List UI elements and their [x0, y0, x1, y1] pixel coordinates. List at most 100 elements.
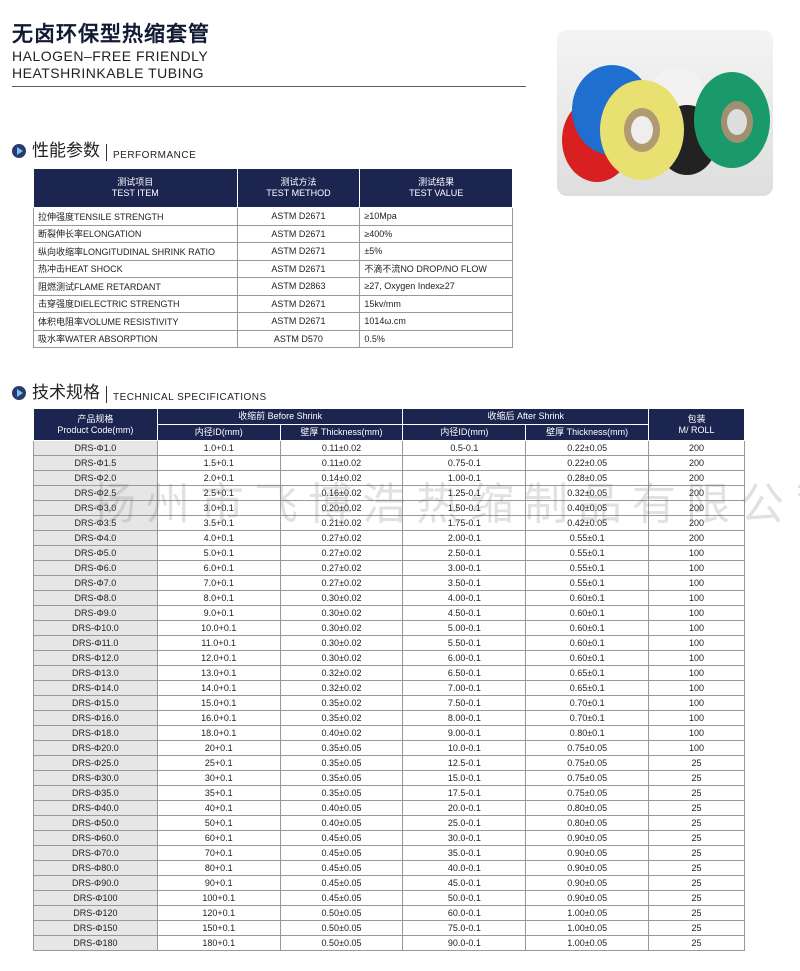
header-test-value: 测试结果 TEST VALUE — [359, 168, 513, 208]
table-cell: 10.0-0.1 — [402, 740, 527, 756]
table-cell: DRS-Φ13.0 — [33, 665, 158, 681]
table-cell: 0.70±0.1 — [525, 710, 650, 726]
header-before-shrink: 收缩前 Before Shrink — [156, 408, 404, 425]
table-cell: 0.80±0.1 — [525, 725, 650, 741]
table-cell: 18.0+0.1 — [156, 725, 281, 741]
header-packing: 包装 M/ ROLL — [648, 408, 745, 441]
table-cell: 0.55±0.1 — [525, 560, 650, 576]
table-cell: 25.0-0.1 — [402, 815, 527, 831]
table-cell: 0.45±0.05 — [279, 890, 404, 906]
table-cell: 0.55±0.1 — [525, 545, 650, 561]
table-cell: 1.00-0.1 — [402, 470, 527, 486]
title-cn: 无卤环保型热缩套管 — [12, 23, 210, 46]
table-cell: 0.5% — [359, 329, 513, 348]
table-cell: 0.45±0.05 — [279, 875, 404, 891]
table-row: DRS-Φ8.0 8.0+0.1 0.30±0.02 4.00-0.1 0.60±0.1… — [33, 590, 745, 606]
table-cell: 50.0-0.1 — [402, 890, 527, 906]
table-cell: DRS-Φ14.0 — [33, 680, 158, 696]
table-row: DRS-Φ90.0 90+0.1 0.45±0.05 45.0-0.1 0.90±0.0… — [33, 875, 745, 891]
table-cell: DRS-Φ6.0 — [33, 560, 158, 576]
specs-table: 产品规格 Product Code(mm) 收缩前 Before Shrink 收… — [33, 408, 745, 951]
table-row: DRS-Φ5.0 5.0+0.1 0.27±0.02 2.50-0.1 0.55±0.1… — [33, 545, 745, 561]
table-cell: 阻燃测试FLAME RETARDANT — [33, 277, 238, 296]
table-cell: 0.21±0.02 — [279, 515, 404, 531]
table-cell: 6.0+0.1 — [156, 560, 281, 576]
table-row: DRS-Φ40.0 40+0.1 0.40±0.05 20.0-0.1 0.80±0.0… — [33, 800, 745, 816]
table-row: DRS-Φ6.0 6.0+0.1 0.27±0.02 3.00-0.1 0.55±0.1… — [33, 560, 745, 576]
table-cell: ≥400% — [359, 224, 513, 243]
table-cell: 200 — [648, 470, 745, 486]
table-cell: 0.45±0.05 — [279, 845, 404, 861]
table-cell: 120+0.1 — [156, 905, 281, 921]
table-row: 断裂伸长率ELONGATION ASTM D2671 ≥400% — [33, 224, 513, 243]
table-cell: 100 — [648, 650, 745, 666]
table-cell: DRS-Φ100 — [33, 890, 158, 906]
header-product-code: 产品规格 Product Code(mm) — [33, 408, 158, 441]
table-cell: 25 — [648, 815, 745, 831]
table-row: DRS-Φ100 100+0.1 0.45±0.05 50.0-0.1 0.90±0.0… — [33, 890, 745, 906]
table-cell: 25 — [648, 770, 745, 786]
table-row: DRS-Φ2.0 2.0+0.1 0.14±0.02 1.00-0.1 0.28±0.0… — [33, 470, 745, 486]
table-cell: 100 — [648, 620, 745, 636]
table-cell: ASTM D570 — [236, 329, 361, 348]
table-cell: 200 — [648, 500, 745, 516]
performance-table: 测试项目 TEST ITEM 测试方法 TEST METHOD 测试结果 TEST V… — [33, 168, 513, 348]
table-cell: ASTM D2671 — [236, 224, 361, 243]
table-cell: 0.35±0.05 — [279, 785, 404, 801]
table-cell: 0.32±0.05 — [525, 485, 650, 501]
table-cell: 2.5+0.1 — [156, 485, 281, 501]
table-cell: 1.50-0.1 — [402, 500, 527, 516]
table-cell: ASTM D2671 — [236, 259, 361, 278]
table-cell: 100 — [648, 695, 745, 711]
table-cell: 0.60±0.1 — [525, 590, 650, 606]
table-cell: 0.40±0.02 — [279, 725, 404, 741]
arrow-circle-icon — [12, 386, 26, 400]
table-cell: 25 — [648, 920, 745, 936]
table-cell: DRS-Φ70.0 — [33, 845, 158, 861]
table-cell: DRS-Φ40.0 — [33, 800, 158, 816]
table-cell: 200 — [648, 485, 745, 501]
table-cell: 0.35±0.02 — [279, 695, 404, 711]
table-cell: ASTM D2671 — [236, 312, 361, 331]
table-cell: 1.25-0.1 — [402, 485, 527, 501]
section-title-cn: 性能参数 — [32, 141, 100, 160]
table-row: DRS-Φ150 150+0.1 0.50±0.05 75.0-0.1 1.00±0.0… — [33, 920, 745, 936]
table-row: 体积电阻率VOLUME RESISTIVITY ASTM D2671 1014ω.c… — [33, 312, 513, 331]
table-cell: 3.0+0.1 — [156, 500, 281, 516]
header-before-thickness: 壁厚 Thickness(mm) — [279, 424, 404, 441]
table-cell: 热冲击HEAT SHOCK — [33, 259, 238, 278]
table-cell: DRS-Φ18.0 — [33, 725, 158, 741]
table-cell: 0.50±0.05 — [279, 920, 404, 936]
table-cell: 17.5-0.1 — [402, 785, 527, 801]
table-cell: 11.0+0.1 — [156, 635, 281, 651]
arrow-circle-icon — [12, 144, 26, 158]
table-row: DRS-Φ180 180+0.1 0.50±0.05 90.0-0.1 1.00±0.0… — [33, 935, 745, 951]
table-cell: 0.90±0.05 — [525, 845, 650, 861]
table-cell: 2.0+0.1 — [156, 470, 281, 486]
table-cell: 0.55±0.1 — [525, 575, 650, 591]
table-cell: 0.16±0.02 — [279, 485, 404, 501]
table-cell: DRS-Φ1.0 — [33, 440, 158, 456]
table-cell: DRS-Φ60.0 — [33, 830, 158, 846]
table-cell: 0.60±0.1 — [525, 650, 650, 666]
table-cell: DRS-Φ25.0 — [33, 755, 158, 771]
table-cell: 0.30±0.02 — [279, 635, 404, 651]
table-cell: 8.00-0.1 — [402, 710, 527, 726]
table-row: DRS-Φ18.0 18.0+0.1 0.40±0.02 9.00-0.1 0.80±0… — [33, 725, 745, 741]
table-cell: 5.00-0.1 — [402, 620, 527, 636]
table-row: 热冲击HEAT SHOCK ASTM D2671 不滴不流NO DROP/NO FL… — [33, 259, 513, 278]
table-cell: DRS-Φ8.0 — [33, 590, 158, 606]
table-cell: 1.00±0.05 — [525, 905, 650, 921]
table-cell: 5.0+0.1 — [156, 545, 281, 561]
table-cell: DRS-Φ35.0 — [33, 785, 158, 801]
table-cell: 7.50-0.1 — [402, 695, 527, 711]
table-cell: 180+0.1 — [156, 935, 281, 951]
table-cell: 0.30±0.02 — [279, 650, 404, 666]
table-row: DRS-Φ80.0 80+0.1 0.45±0.05 40.0-0.1 0.90±0.0… — [33, 860, 745, 876]
table-row: DRS-Φ3.5 3.5+0.1 0.21±0.02 1.75-0.1 0.42±0.0… — [33, 515, 745, 531]
table-cell: 5.50-0.1 — [402, 635, 527, 651]
table-cell: 30+0.1 — [156, 770, 281, 786]
table-cell: 100 — [648, 605, 745, 621]
table-row: DRS-Φ35.0 35+0.1 0.35±0.05 17.5-0.1 0.75±0.0… — [33, 785, 745, 801]
